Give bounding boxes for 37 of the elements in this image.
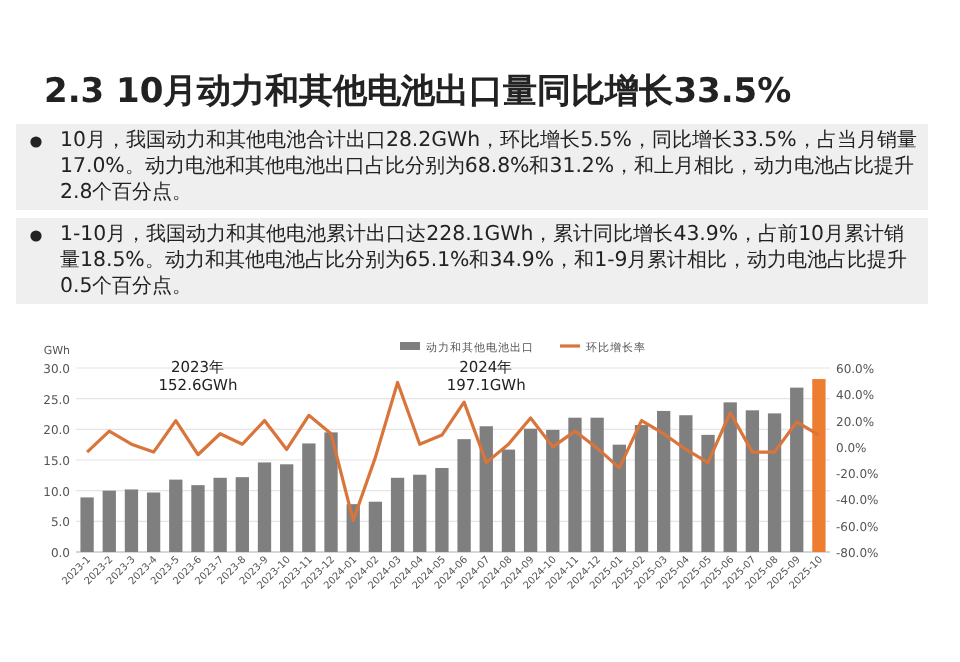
bar bbox=[501, 449, 516, 552]
bar bbox=[213, 477, 227, 552]
bar bbox=[146, 492, 161, 552]
bar bbox=[280, 464, 294, 552]
bar bbox=[235, 477, 249, 552]
bar bbox=[523, 428, 538, 552]
bar bbox=[790, 387, 804, 552]
bar bbox=[546, 429, 560, 552]
bar bbox=[124, 489, 139, 552]
bar bbox=[80, 497, 94, 552]
bar bbox=[413, 474, 427, 552]
bar bbox=[302, 443, 316, 552]
bar bbox=[435, 467, 449, 552]
bar bbox=[479, 426, 493, 552]
bar bbox=[169, 479, 183, 552]
bar bbox=[657, 410, 671, 552]
bar bbox=[390, 477, 405, 552]
bar bbox=[368, 501, 383, 552]
bar bbox=[457, 439, 471, 552]
text: 10月，我国动力和其他电池合计出口28.2GWh，环比增长5.5%，同比增长33.5%，占当月销量17.0%。动力电池和其他电池出口占比分别为68.8%和31.2%，和上月相比，动力电池占比提升2.8个百分点。 bbox=[16, 124, 928, 210]
line-series bbox=[85, 380, 821, 523]
bar bbox=[257, 462, 272, 552]
bar bbox=[723, 402, 737, 552]
bar bbox=[812, 379, 826, 552]
bar bbox=[679, 415, 693, 552]
bar bbox=[612, 444, 626, 552]
bar bbox=[767, 413, 782, 552]
bar bbox=[634, 425, 649, 552]
bar bbox=[191, 485, 205, 552]
bar bbox=[102, 490, 116, 552]
bar bbox=[324, 432, 338, 552]
bar bbox=[590, 417, 604, 552]
bar bbox=[701, 434, 715, 552]
chart-title: 2.3 10月动力和其他电池出口量同比增长33.5% bbox=[44, 70, 792, 114]
text: 1-10月，我国动力和其他电池累计出口达228.1GWh，累计同比增长43.9%，占前10月累计销量18.5%。动力和其他电池占比分别为65.1%和34.9%，和1-9月累计相比，动力电池占比提升0.5个百分点。 bbox=[16, 218, 928, 304]
bar bbox=[745, 410, 760, 552]
bar bbox=[568, 417, 582, 552]
